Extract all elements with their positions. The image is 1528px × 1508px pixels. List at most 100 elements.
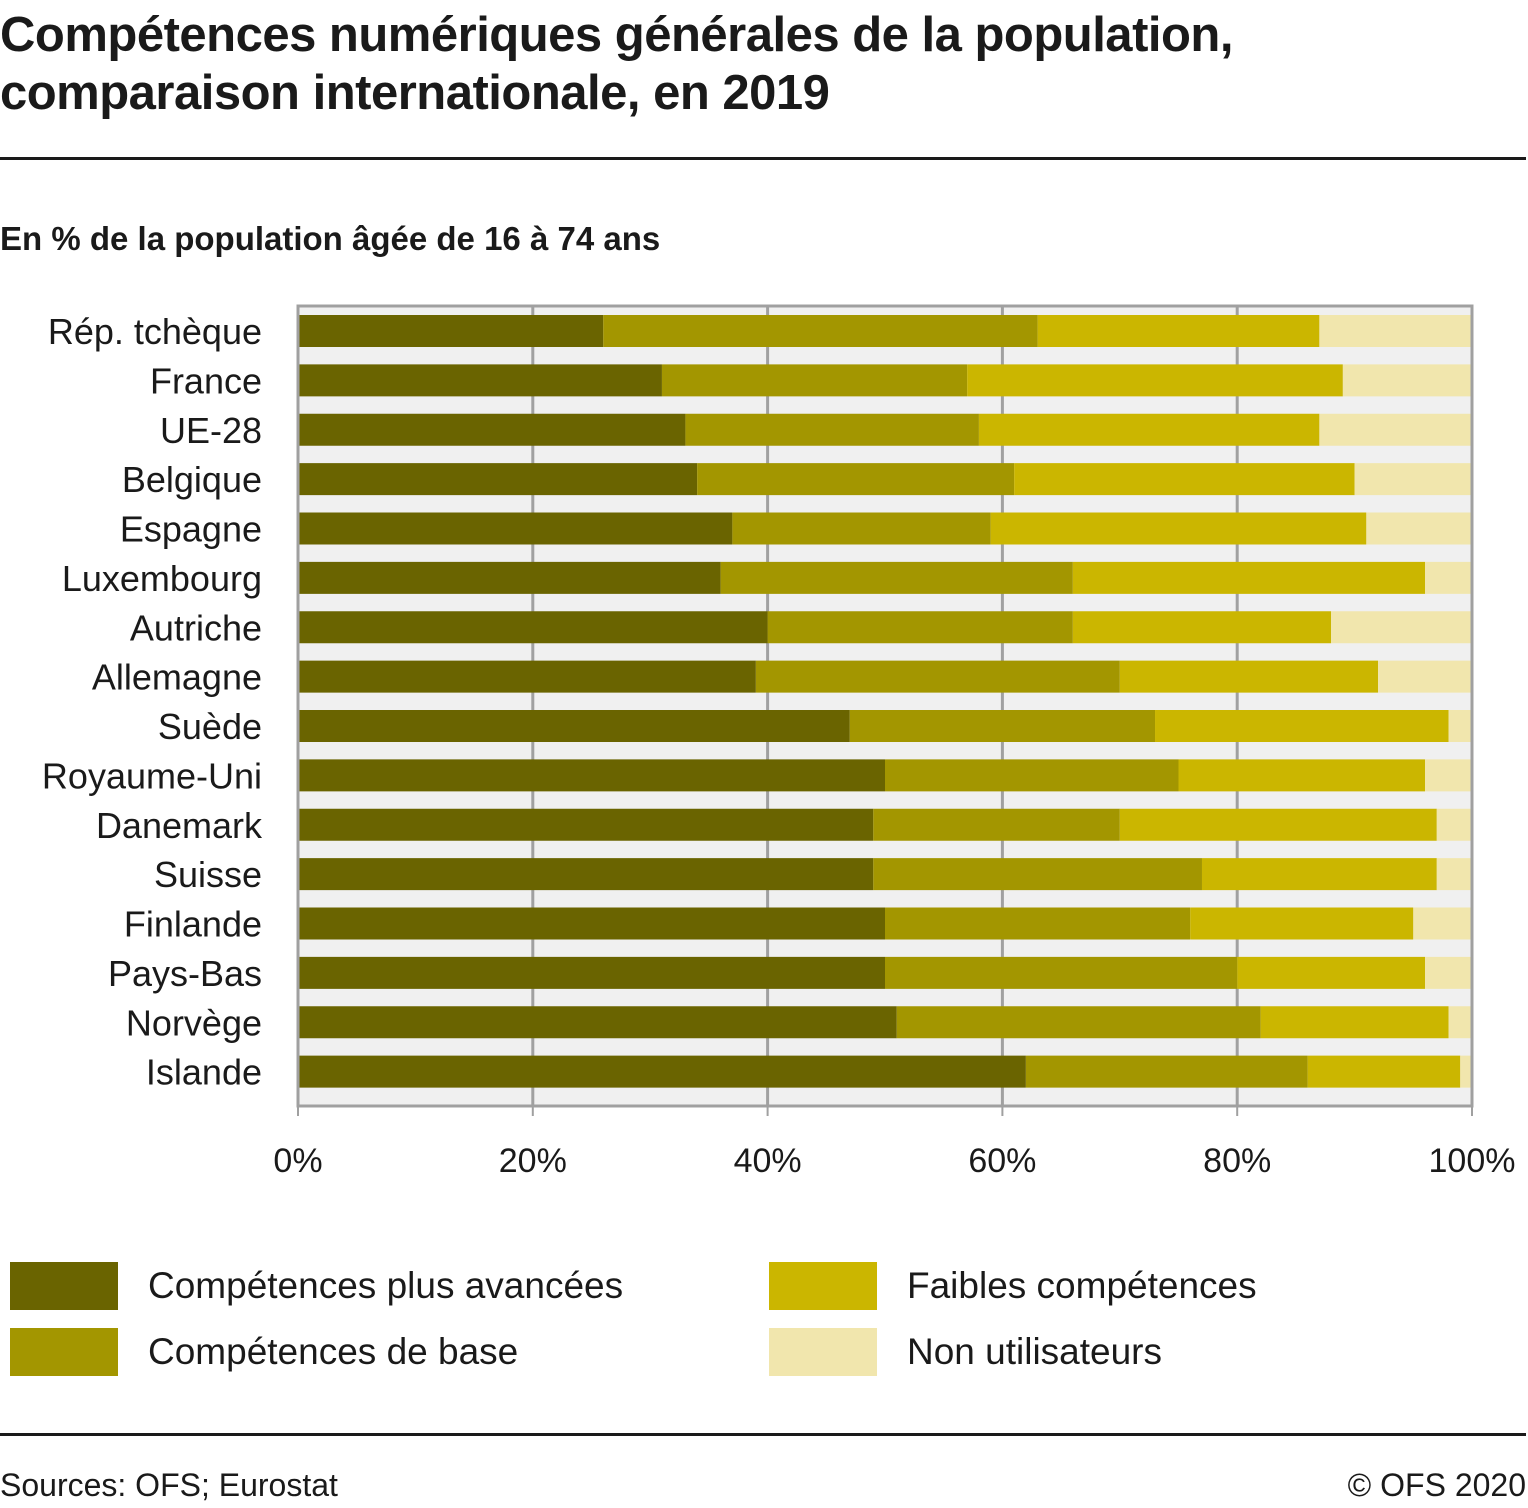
x-tick-label: 80% <box>1203 1142 1271 1180</box>
bar-segment-4 <box>1425 956 1472 989</box>
bar-segment-4 <box>1378 660 1472 693</box>
bar-segment-2 <box>873 808 1120 841</box>
bar-segment-4 <box>1319 413 1472 446</box>
legend-swatch-advanced <box>10 1262 118 1310</box>
bar-row <box>298 315 1472 347</box>
bar-segment-3 <box>1155 710 1449 742</box>
bar-segment-2 <box>885 759 1179 792</box>
category-label: Rép. tchèque <box>48 311 262 352</box>
bar-segment-1 <box>298 660 756 693</box>
legend-swatch-low <box>769 1262 877 1310</box>
bar-segment-2 <box>755 660 1120 693</box>
bar-segment-3 <box>1190 907 1414 940</box>
top-divider <box>0 157 1526 160</box>
bar-segment-1 <box>298 413 686 446</box>
bar-segment-2 <box>767 611 1073 644</box>
bar-segment-1 <box>298 858 874 891</box>
bar-row <box>298 660 1472 693</box>
bar-segment-4 <box>1342 364 1472 397</box>
bar-segment-2 <box>896 1006 1261 1039</box>
category-label: Royaume-Uni <box>42 755 262 796</box>
bar-segment-3 <box>1014 463 1355 496</box>
bar-row <box>298 512 1472 545</box>
category-label: Pays-Bas <box>108 953 262 994</box>
bar-segment-4 <box>1413 907 1472 940</box>
stacked-bar-chart: Rép. tchèque France UE-28 Belgique Espagne Lu… <box>42 304 1515 1180</box>
bar-segment-4 <box>1436 808 1472 841</box>
bar-segment-1 <box>298 808 874 841</box>
bar-segment-2 <box>685 413 979 446</box>
chart-title: Compétences numériques générales de la p… <box>0 6 1520 122</box>
bar-segment-2 <box>885 907 1191 940</box>
bar-segment-2 <box>720 561 1073 594</box>
category-label: France <box>150 360 262 401</box>
bar-segment-4 <box>1448 1006 1472 1039</box>
chart-subtitle: En % de la population âgée de 16 à 74 an… <box>0 220 661 257</box>
bar-segment-1 <box>298 315 604 347</box>
category-label: UE-28 <box>160 410 262 451</box>
bar-segment-4 <box>1366 512 1472 545</box>
bar-segment-3 <box>1307 1055 1461 1088</box>
bar-row <box>298 413 1472 446</box>
plot-frame <box>296 304 1474 1108</box>
category-label: Norvège <box>126 1002 262 1043</box>
bar-row <box>298 561 1472 594</box>
category-label: Suède <box>158 706 262 747</box>
source-note: Sources: OFS; Eurostat <box>0 1467 338 1503</box>
bar-segment-1 <box>298 512 733 545</box>
legend-label-basic: Compétences de base <box>148 1331 519 1372</box>
bar-segment-1 <box>298 907 885 940</box>
category-label: Luxembourg <box>62 558 262 599</box>
legend-item-advanced: Compétences plus avancées <box>10 1262 623 1310</box>
bar-segment-4 <box>1436 858 1472 891</box>
copyright-note: © OFS 2020 <box>1347 1467 1526 1503</box>
bar-segment-4 <box>1354 463 1472 496</box>
category-label: Autriche <box>130 607 262 648</box>
legend-item-basic: Compétences de base <box>10 1328 518 1376</box>
bar-segment-1 <box>298 611 768 644</box>
bar-row <box>298 759 1472 792</box>
bar-segment-3 <box>1072 561 1426 594</box>
bar-segment-3 <box>1237 956 1426 989</box>
legend-item-non-users: Non utilisateurs <box>769 1328 1162 1376</box>
x-tick-label: 60% <box>968 1142 1036 1180</box>
legend-label-non-users: Non utilisateurs <box>907 1331 1163 1372</box>
bar-segment-4 <box>1319 315 1472 347</box>
bar-segment-2 <box>661 364 968 397</box>
bar-segment-2 <box>603 315 1038 347</box>
bar-row <box>298 808 1472 841</box>
bar-segment-3 <box>978 413 1320 446</box>
legend: Compétences plus avancées Faibles compét… <box>0 1262 1528 1392</box>
legend-label-advanced: Compétences plus avancées <box>148 1265 624 1306</box>
category-label: Espagne <box>120 509 262 550</box>
category-label: Islande <box>146 1052 262 1093</box>
bar-segment-2 <box>697 463 1015 496</box>
bar-segment-3 <box>1119 660 1379 693</box>
bar-segment-2 <box>732 512 991 545</box>
bottom-divider <box>0 1433 1526 1436</box>
bar-segment-4 <box>1425 759 1472 792</box>
bar-row <box>298 611 1472 644</box>
chart-title-line-2: comparaison internationale, en 2019 <box>0 66 830 120</box>
bar-segment-3 <box>1201 858 1437 891</box>
bar-segment-4 <box>1425 561 1472 594</box>
category-label: Belgique <box>122 459 262 500</box>
bar-segment-3 <box>1178 759 1426 792</box>
bar-segment-1 <box>298 1055 1026 1088</box>
bar-row <box>298 1006 1472 1039</box>
bar-segment-2 <box>885 956 1238 989</box>
bar-segment-1 <box>298 710 850 742</box>
bar-segment-4 <box>1460 1055 1472 1088</box>
bar-segment-2 <box>849 710 1156 742</box>
bar-segment-3 <box>1037 315 1320 347</box>
legend-swatch-non-users <box>769 1328 877 1376</box>
bar-segment-1 <box>298 759 885 792</box>
bar-segment-1 <box>298 956 885 989</box>
bar-row <box>298 463 1472 496</box>
bar-segment-4 <box>1448 710 1472 742</box>
legend-swatch-basic <box>10 1328 118 1376</box>
legend-label-low: Faibles compétences <box>907 1265 1257 1306</box>
legend-item-low: Faibles compétences <box>769 1262 1257 1310</box>
bar-segment-3 <box>1119 808 1437 841</box>
bar-segment-1 <box>298 1006 897 1039</box>
